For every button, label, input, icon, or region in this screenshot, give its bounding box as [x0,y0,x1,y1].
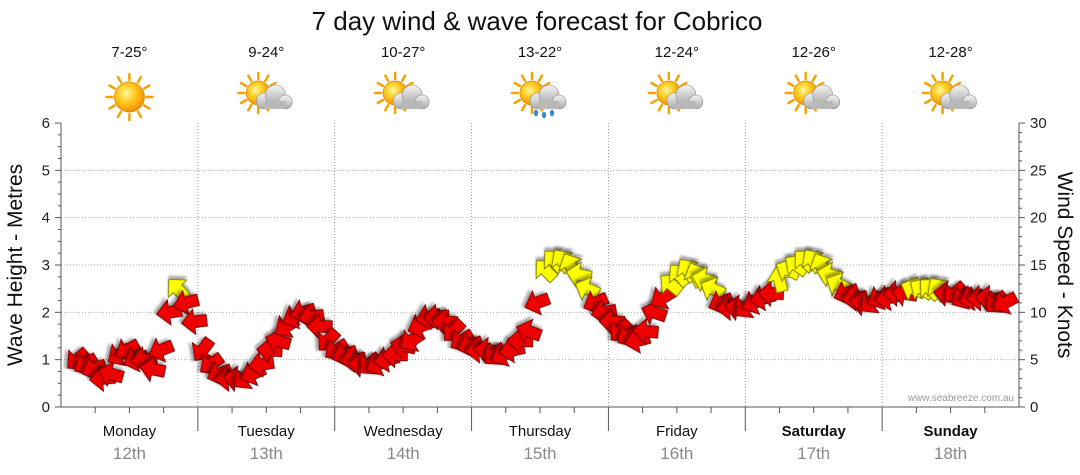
wind-arrow [993,290,1020,315]
y2-tick-label: 10 [1030,304,1047,321]
wind-arrows [67,249,1020,393]
temperature-range: 12-26° [792,44,836,61]
wind-arrow [148,337,176,363]
wind-arrow [700,276,727,302]
partly-cloudy-icon [784,71,841,115]
day-date-label: 14th [387,444,420,463]
cloud-shape [803,84,841,110]
y2-tick-label: 0 [1030,399,1038,416]
partly-cloudy-icon [647,71,704,115]
wind-arrow [180,308,208,336]
y2-tick-label: 5 [1030,352,1038,369]
temperature-range: 12-28° [928,44,972,61]
temperature-range: 13-22° [518,44,562,61]
y2-tick-label: 25 [1030,162,1047,179]
day-name-label: Thursday [509,423,572,440]
day-name-label: Sunday [923,423,978,440]
y-tick-label: 1 [42,352,50,369]
wind-arrow [524,289,552,316]
y-axis-label: Wave Height - Metres [4,164,27,366]
rain-drop [541,111,547,119]
cloud-shape [392,84,430,110]
day-name-label: Friday [656,423,698,440]
wind-arrow [632,317,660,346]
day-labels: Monday 12th Tuesday 13th Wednesday 14th Thursd… [103,423,979,463]
rain-drop [549,109,555,117]
y-tick-label: 4 [42,210,50,227]
y2-tick-label: 20 [1030,210,1047,227]
partly-cloudy-icon [921,71,977,115]
temperature-range: 7-25° [111,44,147,61]
day-date-label: 18th [934,444,967,463]
y2-axis-label: Wind Speed - Knots [1053,172,1076,359]
day-name-label: Saturday [782,423,847,440]
day-name-label: Tuesday [238,423,295,440]
day-date-label: 17th [797,444,830,463]
wind-arrow [574,276,602,302]
day-date-label: 15th [523,444,556,463]
wind-arrow [139,355,167,383]
y2-tick-label: 30 [1030,115,1047,132]
wind-arrow [757,279,785,308]
y-tick-label: 5 [42,162,50,179]
wind-arrow [515,318,543,345]
y-tick-label: 3 [42,257,50,274]
cloud-shape [529,84,567,110]
cloud-shape [666,84,704,110]
sunny-icon [105,72,154,122]
temperature-range: 12-24° [655,44,699,61]
temperature-range: 10-27° [381,44,425,61]
day-name-label: Wednesday [364,423,443,440]
cloud-shape [255,84,293,110]
sun-disc [114,81,145,113]
temperature-range: 9-24° [248,44,284,61]
day-date-label: 16th [660,444,693,463]
watermark: www.seabreeze.com.au [907,393,1014,404]
partly-cloudy-icon [237,71,293,115]
y2-tick-label: 15 [1030,257,1047,274]
day-name-label: Monday [103,423,157,440]
weather-row: 7-25° 9-24° 10-27° 13-22° 12-24° 12-26° 12-28° [105,44,977,122]
cloud-shape [940,84,977,110]
day-date-label: 13th [250,444,283,463]
y-tick-label: 6 [42,115,50,132]
rain-drop [533,109,539,117]
y-tick-label: 2 [42,304,50,321]
rain-icon [510,71,567,119]
y-tick-label: 0 [42,399,50,416]
right-axis-ticks: 0 5 10 15 20 25 30 [1019,115,1047,416]
left-axis-ticks: 0 1 2 3 4 5 6 [42,115,61,416]
partly-cloudy-icon [373,71,430,115]
sun-rays [105,72,154,122]
chart-title: 7 day wind & wave forecast for Cobrico [312,6,763,36]
grid [61,123,1019,431]
day-date-label: 12th [113,444,146,463]
